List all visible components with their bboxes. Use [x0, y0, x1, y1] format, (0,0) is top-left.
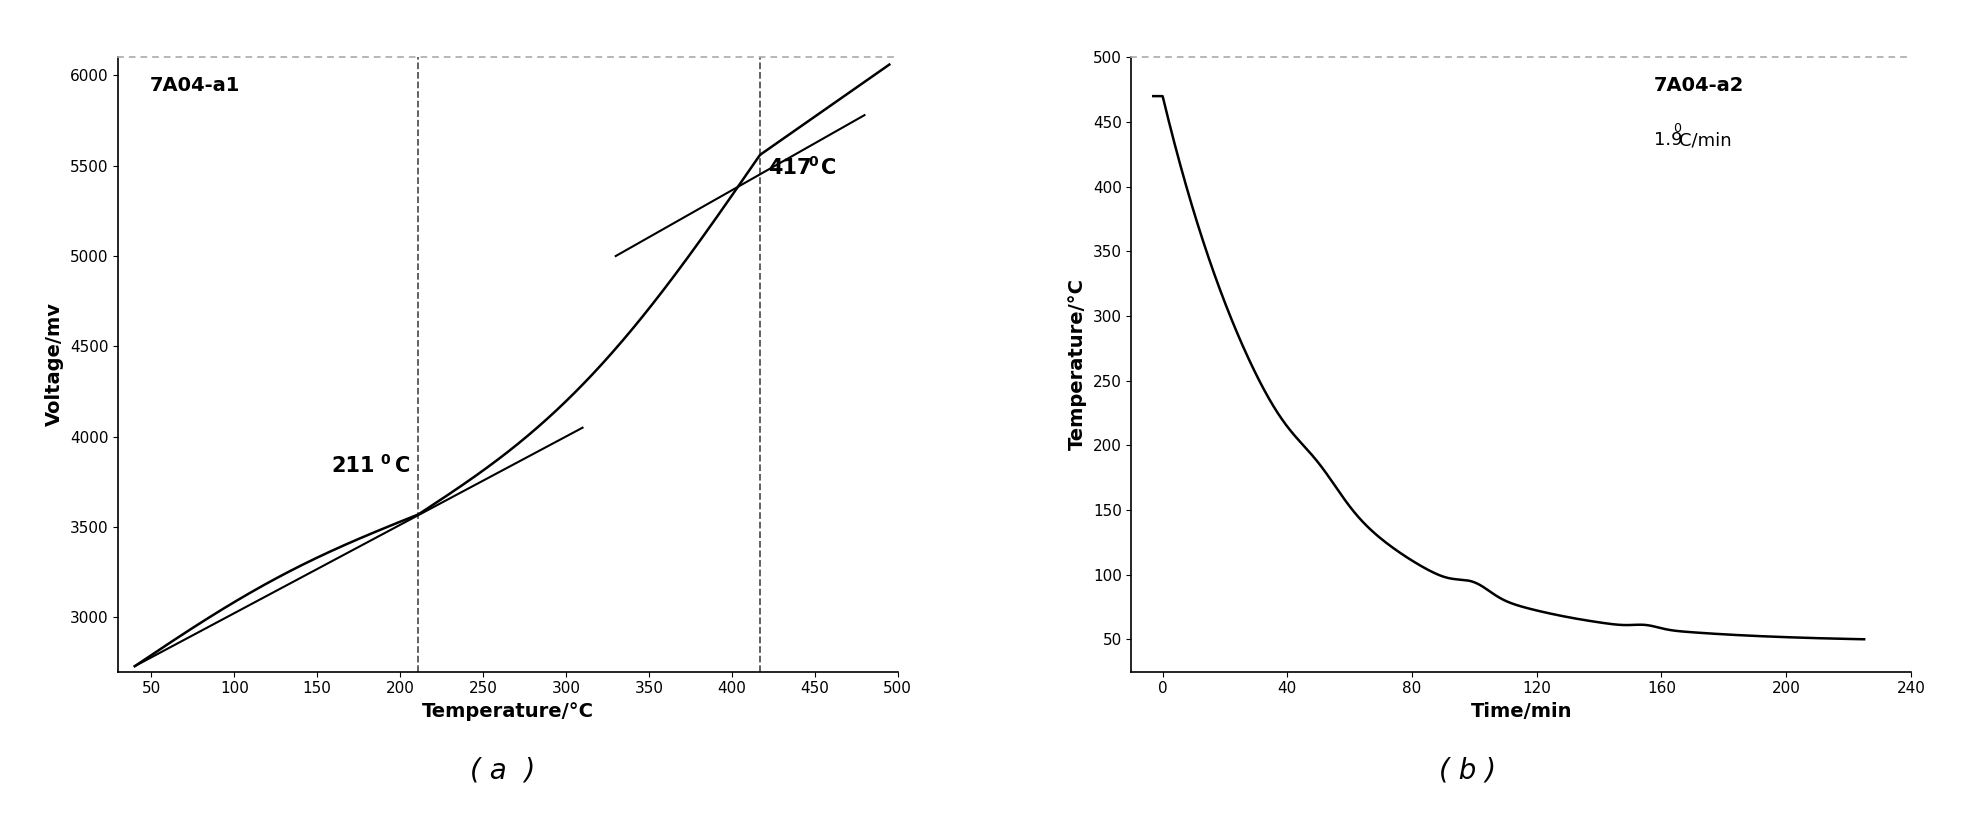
Y-axis label: Temperature/°C: Temperature/°C [1068, 278, 1087, 450]
Text: C/min: C/min [1678, 131, 1732, 149]
X-axis label: Temperature/°C: Temperature/°C [422, 702, 593, 721]
Text: ( a  ): ( a ) [469, 756, 536, 784]
Text: 211: 211 [331, 456, 374, 477]
Text: 0: 0 [1673, 122, 1680, 135]
Text: 1.9: 1.9 [1653, 131, 1682, 149]
Text: C: C [821, 158, 837, 179]
Text: 0: 0 [380, 454, 390, 468]
Text: C: C [396, 456, 410, 477]
Text: 7A04-a2: 7A04-a2 [1653, 75, 1743, 95]
Text: ( b ): ( b ) [1440, 756, 1495, 784]
X-axis label: Time/min: Time/min [1470, 702, 1572, 721]
Text: 7A04-a1: 7A04-a1 [150, 75, 240, 95]
Y-axis label: Voltage/mv: Voltage/mv [45, 302, 65, 427]
Text: 0: 0 [808, 156, 818, 170]
Text: 417: 417 [768, 158, 812, 179]
